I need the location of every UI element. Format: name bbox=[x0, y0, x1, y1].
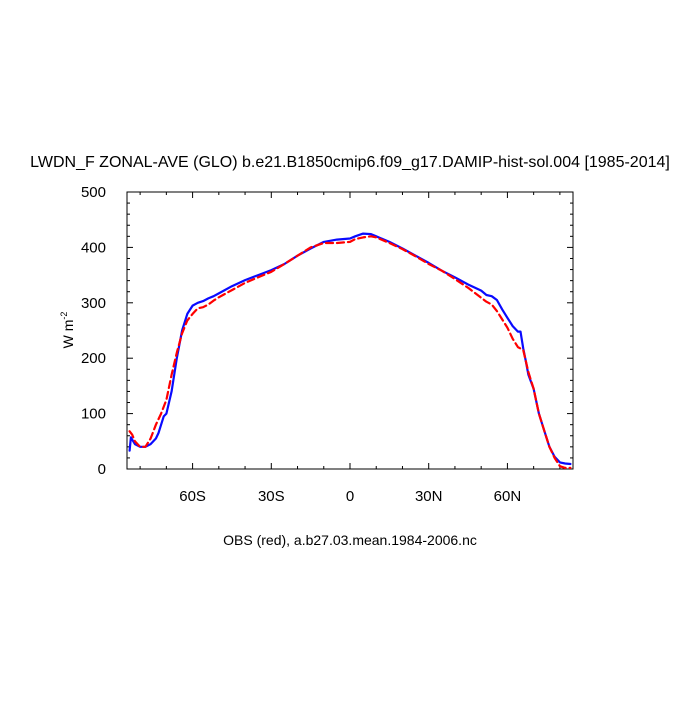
y-tick-label: 200 bbox=[81, 350, 106, 367]
x-tick-label: 30N bbox=[415, 488, 443, 505]
model-series-line bbox=[128, 232, 572, 466]
chart-title: LWDN_F ZONAL-AVE (GLO) b.e21.B1850cmip6.… bbox=[30, 154, 670, 171]
x-axis: 60S 30S 0 30N 60N bbox=[139, 192, 561, 505]
y-tick-label: 0 bbox=[98, 461, 106, 478]
x-tick-label: 60S bbox=[179, 488, 206, 505]
y-axis-label: W m-2 bbox=[59, 312, 76, 349]
y-tick-label: 300 bbox=[81, 295, 106, 312]
plot-frame bbox=[126, 191, 574, 470]
y-tick-label: 400 bbox=[81, 239, 106, 256]
y-axis: 0 100 200 300 400 500 bbox=[81, 184, 573, 478]
x-tick-label: 60N bbox=[494, 488, 522, 505]
y-tick-label: 100 bbox=[81, 406, 106, 423]
x-tick-label: 30S bbox=[258, 488, 285, 505]
plot-border bbox=[126, 191, 574, 470]
obs-series-line bbox=[128, 235, 572, 469]
series-layer bbox=[128, 232, 572, 469]
y-tick-label: 500 bbox=[81, 184, 106, 201]
y-axis-label-superscript: -2 bbox=[59, 312, 69, 320]
chart-caption: OBS (red), a.b27.03.mean.1984-2006.nc bbox=[223, 532, 477, 548]
y-axis-label-text: W m bbox=[60, 320, 76, 349]
x-tick-label: 0 bbox=[346, 488, 354, 505]
